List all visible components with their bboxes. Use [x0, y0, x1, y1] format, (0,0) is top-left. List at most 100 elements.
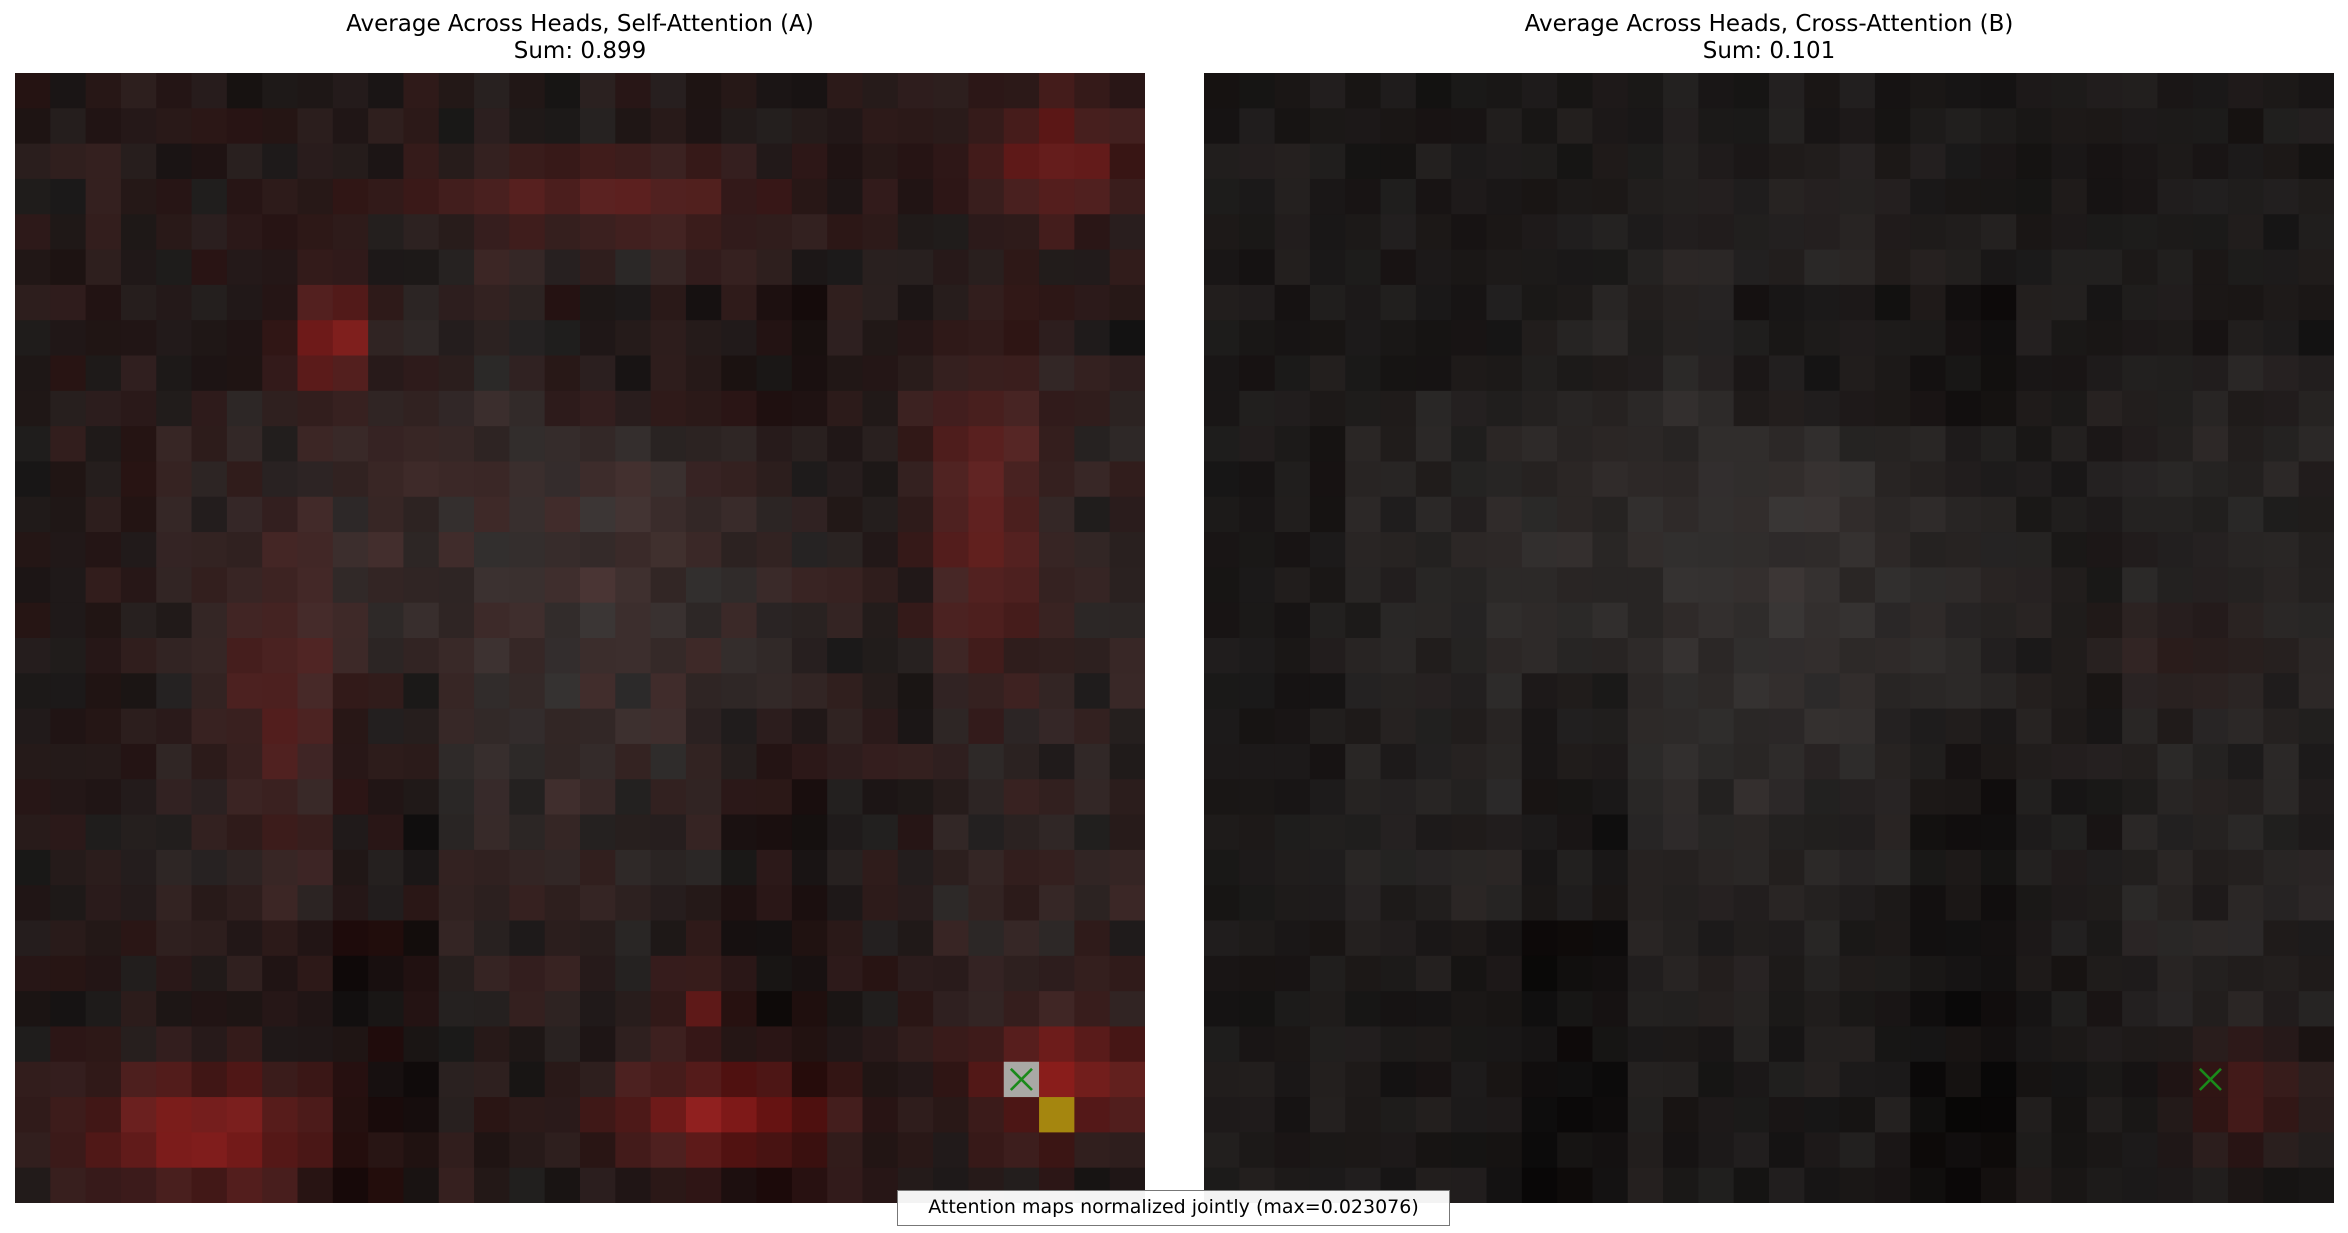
heatmap-cell [120, 355, 157, 392]
heatmap-cell [968, 991, 1005, 1028]
heatmap-cell [650, 214, 687, 251]
heatmap-cell [650, 1132, 687, 1169]
heatmap-cell [1003, 214, 1040, 251]
heatmap-cell [1451, 849, 1488, 886]
heatmap-cell [756, 779, 793, 816]
heatmap-cell [1910, 955, 1947, 992]
heatmap-cell [226, 1026, 263, 1063]
heatmap-cell [297, 355, 334, 392]
heatmap-cell [933, 320, 970, 357]
heatmap-cell [1839, 496, 1876, 533]
heatmap-cell [1945, 708, 1982, 745]
heatmap-cell [438, 284, 475, 321]
heatmap-cell [368, 708, 405, 745]
heatmap-cell [474, 602, 510, 639]
heatmap-cell [1557, 1061, 1594, 1098]
heatmap-cell [368, 426, 405, 463]
heatmap-cell [262, 743, 299, 780]
heatmap-cell [2228, 426, 2264, 463]
heatmap-cell [1274, 1097, 1311, 1133]
heatmap-cell [1910, 284, 1947, 321]
heatmap-cell [1415, 214, 1452, 251]
heatmap-cell [509, 143, 546, 180]
heatmap-cell [1274, 249, 1311, 286]
heatmap-cell [615, 73, 652, 109]
heatmap-cell [332, 214, 369, 251]
heatmap-cell [1274, 1132, 1311, 1169]
heatmap-cell [1733, 249, 1770, 286]
heatmap-cell [1380, 461, 1417, 498]
heatmap-cell [721, 1132, 758, 1169]
heatmap-cell [226, 779, 263, 816]
heatmap-cell [862, 708, 899, 745]
heatmap-cell [615, 1097, 652, 1133]
heatmap-cell [438, 567, 475, 604]
heatmap-cell [544, 638, 581, 674]
heatmap-cell [1003, 1097, 1040, 1133]
heatmap-cell [756, 73, 793, 109]
heatmap-cell [297, 496, 334, 533]
heatmap-cell [1592, 284, 1629, 321]
heatmap-cell [1733, 602, 1770, 639]
heatmap-cell [1521, 461, 1558, 498]
heatmap-cell [1239, 638, 1276, 674]
heatmap-cell [474, 496, 510, 533]
heatmap-cell [1380, 1097, 1417, 1133]
heatmap-cell [1945, 1097, 1982, 1133]
heatmap-cell [2051, 320, 2088, 357]
heatmap-cell [1804, 249, 1841, 286]
heatmap-cell [1109, 320, 1145, 357]
heatmap-cell [2263, 849, 2300, 886]
heatmap-cell [2157, 991, 2194, 1028]
heatmap-cell [1945, 673, 1982, 710]
heatmap-cell [685, 567, 722, 604]
heatmap-cell [968, 426, 1005, 463]
heatmap-cell [1910, 108, 1947, 145]
heatmap-cell [933, 638, 970, 674]
heatmap-cell [544, 532, 581, 568]
heatmap-cell [1698, 1061, 1735, 1098]
heatmap-cell [1592, 673, 1629, 710]
heatmap-cell [1109, 991, 1145, 1028]
heatmap-cell [1309, 638, 1346, 674]
heatmap-cell [721, 355, 758, 392]
panel-b-sum: Sum: 0.101 [1702, 38, 1836, 64]
heatmap-cell [509, 496, 546, 533]
heatmap-cell [438, 1167, 475, 1203]
heatmap-cell [756, 390, 793, 427]
heatmap-cell [968, 214, 1005, 251]
heatmap-cell [1592, 143, 1629, 180]
heatmap-cell [933, 108, 970, 145]
heatmap-cell [580, 991, 616, 1028]
heatmap-cell [1415, 461, 1452, 498]
heatmap-cell [650, 885, 687, 922]
heatmap-cell [2263, 496, 2300, 533]
heatmap-cell [1274, 73, 1311, 109]
heatmap-cell [791, 320, 828, 357]
heatmap-cell [156, 708, 193, 745]
heatmap-cell [2157, 178, 2194, 215]
heatmap-cell [615, 1132, 652, 1169]
heatmap-cell [1451, 355, 1488, 392]
heatmap-cell [474, 708, 510, 745]
heatmap-cell [297, 602, 334, 639]
heatmap-cell [1074, 1061, 1111, 1098]
heatmap-cell [1521, 249, 1558, 286]
heatmap-cell [15, 532, 51, 568]
heatmap-cell [827, 1167, 864, 1203]
heatmap-cell [191, 638, 228, 674]
heatmap-cell [685, 602, 722, 639]
heatmap-cell [2192, 673, 2229, 710]
heatmap-cell [2157, 1132, 2194, 1169]
heatmap-cell [2228, 708, 2264, 745]
heatmap-cell [791, 143, 828, 180]
heatmap-cell [1980, 567, 2017, 604]
heatmap-cell [1874, 1097, 1911, 1133]
heatmap-cell [474, 1167, 510, 1203]
heatmap-cell [1345, 991, 1382, 1028]
heatmap-cell [2122, 991, 2159, 1028]
heatmap-cell [1769, 1097, 1805, 1133]
heatmap-cell [2122, 496, 2159, 533]
heatmap-cell [1945, 1132, 1982, 1169]
heatmap-cell [544, 673, 581, 710]
